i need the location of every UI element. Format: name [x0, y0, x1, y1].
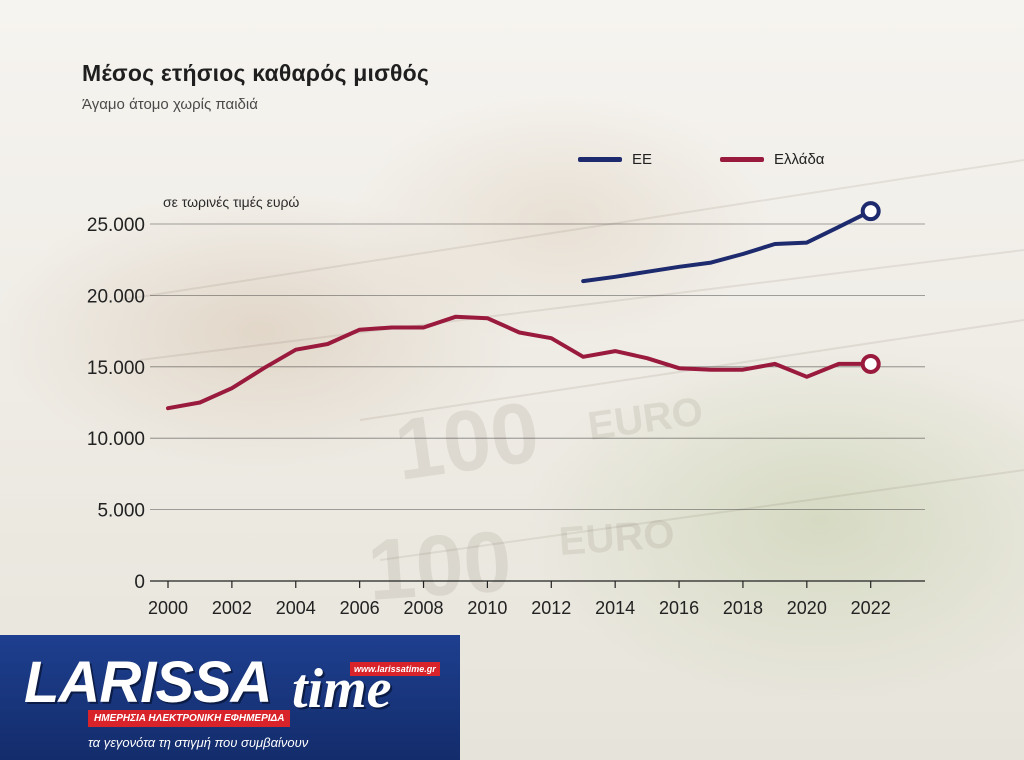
svg-text:100: 100 — [365, 513, 515, 619]
y-tick-label: 15.000 — [87, 358, 145, 379]
logo-tagline: ΗΜΕΡΗΣΙΑ ΗΛΕΚΤΡΟΝΙΚΗ ΕΦΗΜΕΡΙΔΑ — [88, 710, 291, 727]
series-line-greece — [166, 314, 873, 411]
grid-layer — [150, 223, 925, 511]
x-tick-label: 2002 — [212, 598, 252, 618]
y-tick-label: 0 — [134, 572, 145, 593]
svg-text:EURO: EURO — [558, 512, 676, 564]
legend-swatch-greece — [720, 157, 764, 162]
legend-label-greece: Ελλάδα — [774, 151, 825, 168]
y-tick-label: 20.000 — [87, 286, 145, 307]
series-line-eu — [581, 209, 873, 284]
x-tick-label: 2004 — [276, 598, 316, 618]
svg-text:100: 100 — [389, 384, 544, 499]
x-tick-label: 2014 — [595, 598, 635, 618]
y-tick-label: 10.000 — [87, 429, 145, 450]
legend-item-greece: Ελλάδα — [720, 151, 824, 168]
x-tick-label: 2020 — [787, 598, 827, 618]
x-tick-label: 2010 — [467, 598, 507, 618]
larissatime-logo[interactable]: LARISSA time www.larissatime.gr ΗΜΕΡΗΣΙΑ… — [0, 635, 460, 760]
logo-url: www.larissatime.gr — [350, 662, 440, 676]
logo-slogan: τα γεγονότα τη στιγμή που συμβαίνουν — [88, 735, 309, 750]
x-tick-label: 2012 — [531, 598, 571, 618]
chart-subtitle: Άγαμο άτομο χωρίς παιδιά — [82, 96, 258, 113]
logo-wordmark: LARISSA — [24, 650, 273, 715]
x-tick-label: 2006 — [340, 598, 380, 618]
x-tick-label: 2008 — [404, 598, 444, 618]
x-tick-label: 2000 — [148, 598, 188, 618]
x-tick-label: 2022 — [851, 598, 891, 618]
endpoint-marker-greece — [860, 353, 881, 374]
legend: ΕΕ Ελλάδα — [0, 151, 1024, 175]
unit-note: σε τωρινές τιμές ευρώ — [163, 194, 300, 210]
legend-item-eu: ΕΕ — [578, 151, 652, 168]
x-tick-label: 2016 — [659, 598, 699, 618]
series-layer — [166, 201, 881, 411]
axis-layer: 0 5.000 10.000 15.000 20.000 25.000 2000 2002 20… — [87, 215, 925, 618]
legend-label-eu: ΕΕ — [632, 151, 653, 168]
y-tick-label: 25.000 — [87, 215, 145, 236]
x-tick-label: 2018 — [723, 598, 763, 618]
chart-title: Μέσος ετήσιος καθαρός μισθός — [82, 60, 430, 86]
legend-swatch-eu — [578, 157, 622, 162]
endpoint-marker-eu — [860, 201, 881, 222]
y-tick-label: 5.000 — [97, 501, 145, 522]
